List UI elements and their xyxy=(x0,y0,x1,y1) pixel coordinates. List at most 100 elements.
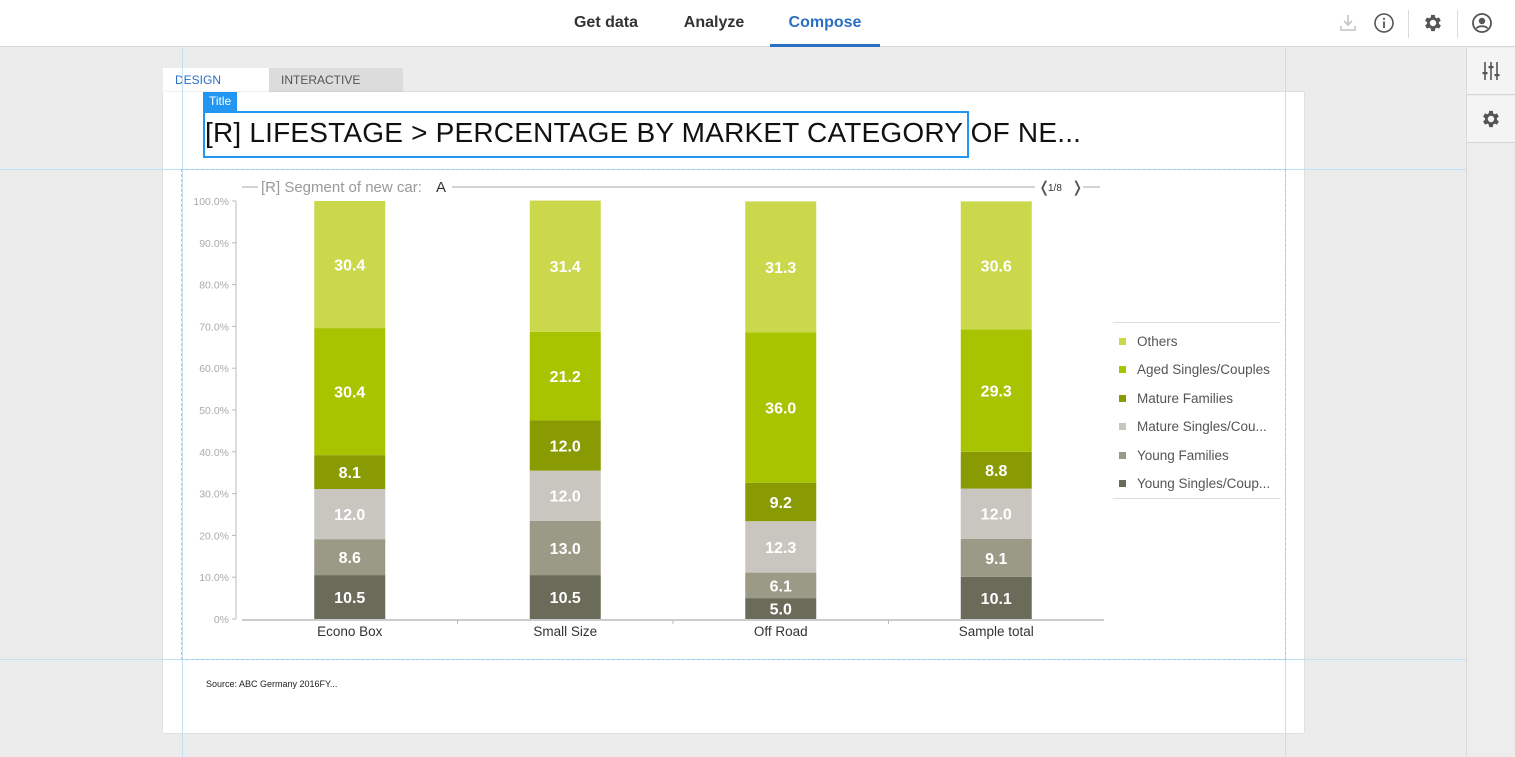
gear-icon[interactable] xyxy=(1467,96,1515,143)
y-tick-label: 30.0% xyxy=(199,489,229,501)
bar-segment[interactable] xyxy=(745,482,817,522)
data-label: 30.6 xyxy=(981,258,1012,275)
legend-label: Aged Singles/Couples xyxy=(1137,362,1270,377)
bar-segment[interactable] xyxy=(529,420,601,471)
y-tick-label: 40.0% xyxy=(199,447,229,459)
bar-segment[interactable] xyxy=(745,598,817,619)
data-label: 31.4 xyxy=(550,259,581,276)
data-label: 10.5 xyxy=(334,590,365,607)
bar-segment[interactable] xyxy=(529,520,601,576)
data-label: 31.3 xyxy=(765,260,796,277)
legend-swatch xyxy=(1119,480,1126,487)
pager-next-icon[interactable]: ❭ xyxy=(1071,179,1084,196)
layout-guide xyxy=(182,48,183,757)
bar-segment[interactable] xyxy=(529,331,601,421)
page-title: [R] LIFESTAGE > PERCENTAGE BY MARKET CAT… xyxy=(205,117,1082,148)
title-tag: Title xyxy=(203,92,238,111)
top-bar: Get data Analyze Compose xyxy=(0,0,1515,47)
active-tab-indicator xyxy=(770,44,880,47)
data-label: 36.0 xyxy=(765,400,796,417)
legend-swatch xyxy=(1119,337,1126,345)
data-label: 10.1 xyxy=(981,591,1012,608)
tab-get-data[interactable]: Get data xyxy=(573,14,638,31)
info-icon[interactable] xyxy=(1371,10,1397,36)
y-tick-label: 20.0% xyxy=(199,530,229,542)
bar-segment[interactable] xyxy=(960,488,1032,539)
legend-item[interactable]: Mature Families xyxy=(1119,389,1233,407)
legend-item[interactable]: Aged Singles/Couples xyxy=(1119,361,1270,379)
y-tick-label: 70.0% xyxy=(199,321,229,333)
x-tick-label: Small Size xyxy=(533,624,597,639)
settings-gear-icon[interactable] xyxy=(1420,10,1446,36)
data-label: 30.4 xyxy=(334,258,365,275)
data-label: 29.3 xyxy=(981,384,1012,401)
title-box[interactable]: [R] LIFESTAGE > PERCENTAGE BY MARKET CAT… xyxy=(203,111,1081,158)
x-tick-label: Sample total xyxy=(959,624,1034,639)
bar-segment[interactable] xyxy=(314,201,386,329)
sliders-icon[interactable] xyxy=(1467,48,1515,95)
bar-segment[interactable] xyxy=(314,328,386,456)
toolbar-separator xyxy=(1457,10,1458,38)
bar-segment[interactable] xyxy=(529,200,601,332)
y-tick-label: 50.0% xyxy=(199,405,229,417)
legend-item[interactable]: Young Families xyxy=(1119,446,1229,464)
data-label: 12.0 xyxy=(981,507,1012,524)
bar-segment[interactable] xyxy=(529,470,601,521)
data-label: 8.1 xyxy=(339,465,361,482)
bar-segment[interactable] xyxy=(960,201,1032,330)
legend-swatch xyxy=(1119,394,1126,402)
pager-prev-icon[interactable]: ❬ xyxy=(1038,179,1051,196)
legend-swatch xyxy=(1119,366,1126,373)
bar-segment[interactable] xyxy=(745,332,817,483)
data-label: 9.2 xyxy=(770,495,792,512)
legend-item[interactable]: Young Singles/Coup... xyxy=(1119,475,1270,493)
bar-segment[interactable] xyxy=(314,455,386,490)
tab-interactive-mode[interactable]: INTERACTIVE MODE xyxy=(269,68,403,111)
tab-analyze[interactable]: Analyze xyxy=(683,14,745,31)
y-tick-label: 60.0% xyxy=(199,363,229,375)
data-label: 9.1 xyxy=(985,551,1007,568)
data-label: 12.0 xyxy=(550,489,581,506)
legend-swatch xyxy=(1119,423,1126,430)
bar-segment[interactable] xyxy=(314,489,386,540)
legend-label: Young Singles/Coup... xyxy=(1137,476,1271,491)
data-label: 12.3 xyxy=(765,540,796,557)
chart-frame[interactable] xyxy=(181,169,1286,660)
y-tick-label: 100.0% xyxy=(193,196,229,208)
source-note: Source: ABC Germany 2016FY... xyxy=(206,679,338,689)
legend-item[interactable]: Mature Singles/Cou... xyxy=(1119,418,1267,436)
y-tick-label: 90.0% xyxy=(199,238,229,250)
data-label: 10.5 xyxy=(550,590,581,607)
chart-legend: Others Aged Singles/Couples Mature Familie… xyxy=(1113,322,1280,499)
data-label: 8.6 xyxy=(339,550,361,567)
legend-label: Mature Families xyxy=(1137,390,1234,406)
y-tick-label: 80.0% xyxy=(199,280,229,292)
data-label: 5.0 xyxy=(770,602,792,619)
bar-segment[interactable] xyxy=(960,538,1032,577)
toolbar-separator xyxy=(1408,10,1409,38)
bar-segment[interactable] xyxy=(745,521,817,573)
bar-segment[interactable] xyxy=(960,329,1032,452)
bar-segment[interactable] xyxy=(745,572,817,599)
tab-compose[interactable]: Compose xyxy=(770,0,880,47)
bar-segment[interactable] xyxy=(960,576,1032,619)
right-panel xyxy=(1466,48,1515,757)
legend-label: Others xyxy=(1137,333,1178,349)
bar-segment[interactable] xyxy=(960,451,1032,489)
y-tick-label: 0% xyxy=(214,614,229,626)
x-tick-label: Econo Box xyxy=(317,624,383,639)
bar-segment[interactable] xyxy=(745,201,817,333)
legend-item[interactable]: Others xyxy=(1119,332,1178,350)
legend-label: Young Families xyxy=(1137,447,1229,463)
data-label: 12.0 xyxy=(550,439,581,456)
download-icon[interactable] xyxy=(1335,10,1361,36)
legend-swatch xyxy=(1119,451,1126,459)
bar-segment[interactable] xyxy=(314,539,386,576)
user-account-icon[interactable] xyxy=(1469,10,1495,36)
pager-text: 1/8 xyxy=(1048,183,1062,194)
x-tick-label: Off Road xyxy=(754,624,808,639)
bar-segment[interactable] xyxy=(529,575,601,619)
bar-segment[interactable] xyxy=(314,575,386,619)
data-label: 30.4 xyxy=(334,385,365,402)
y-tick-label: 10.0% xyxy=(199,572,229,584)
